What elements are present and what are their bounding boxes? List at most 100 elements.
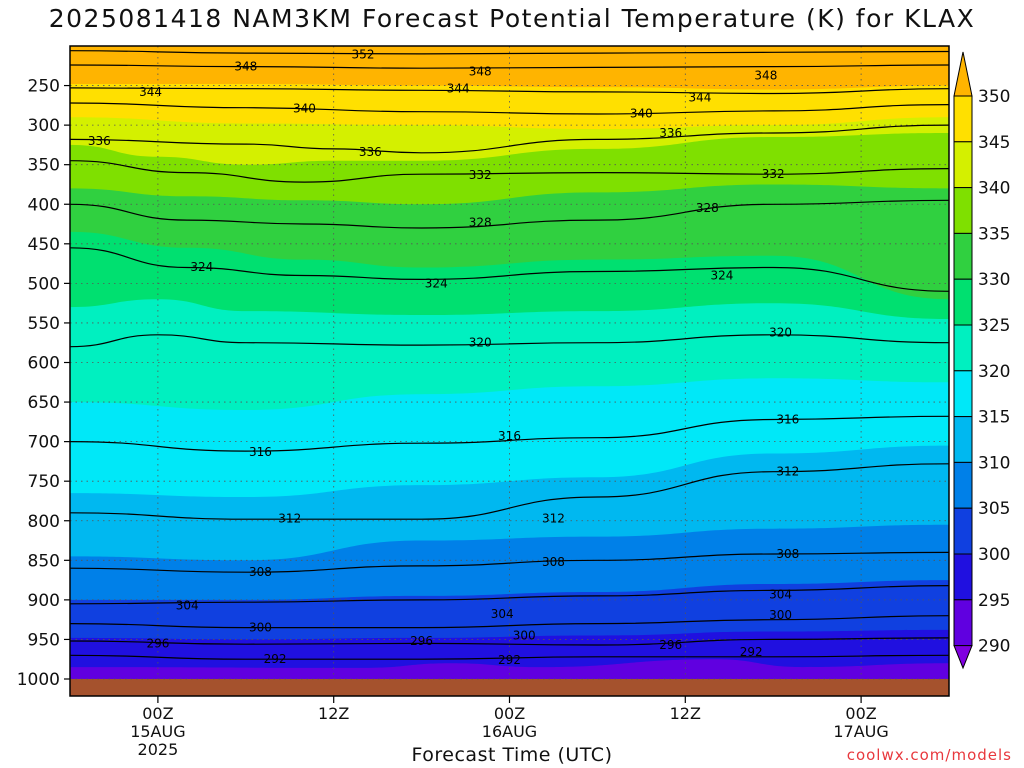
contour-label: 308	[249, 565, 272, 579]
y-tick-label: 450	[28, 235, 60, 255]
colorbar-label: 350	[978, 87, 1010, 107]
y-tick-label: 1000	[17, 670, 60, 690]
contour-label: 292	[740, 645, 763, 659]
colorbar-segment	[953, 95, 973, 143]
contour-label: 340	[293, 102, 316, 116]
contour-312	[70, 463, 949, 520]
colorbar-segment	[953, 507, 973, 555]
chart-title: 2025081418 NAM3KM Forecast Potential Tem…	[48, 4, 976, 33]
contour-label: 316	[249, 445, 272, 459]
y-tick-label: 700	[28, 433, 60, 453]
contour-label: 344	[139, 85, 162, 99]
contour-label: 336	[88, 134, 111, 148]
colorbar-label: 290	[978, 637, 1010, 657]
colorbar-segment	[953, 278, 973, 326]
band-290	[70, 659, 949, 679]
y-tick-label: 350	[28, 156, 60, 176]
y-tick-label: 250	[28, 77, 60, 97]
x-tick-label: 00Z	[845, 704, 876, 723]
contour-label: 316	[498, 429, 521, 443]
colorbar-label: 320	[978, 362, 1010, 382]
x-tick-label: 15AUG	[130, 722, 185, 741]
contour-label: 344	[688, 90, 711, 104]
colorbar-segment	[953, 232, 973, 280]
contour-label: 324	[710, 268, 733, 282]
colorbar-label: 295	[978, 591, 1010, 611]
x-tick-label: 00Z	[142, 704, 173, 723]
contour-label: 308	[542, 555, 565, 569]
colorbar-segment	[953, 324, 973, 372]
contour-label: 348	[754, 68, 777, 82]
contour-320	[70, 334, 949, 348]
contour-label: 312	[278, 511, 301, 525]
y-tick-label: 900	[28, 591, 60, 611]
y-tick-label: 600	[28, 354, 60, 374]
contour-340	[70, 102, 949, 115]
contour-336	[70, 124, 949, 154]
y-tick-label: 850	[28, 551, 60, 571]
contour-label: 324	[425, 276, 448, 290]
contour-labels: 352 348 348 348 344 344 344 340 340 336 336 336 332 3…	[88, 48, 799, 667]
x-tick-label: 12Z	[318, 704, 349, 723]
contour-label: 292	[498, 653, 521, 667]
contour-label: 296	[659, 638, 682, 652]
colorbar-label: 310	[978, 453, 1010, 473]
contour-label: 304	[491, 607, 514, 621]
y-tick-label: 300	[28, 116, 60, 136]
y-tick-label: 500	[28, 274, 60, 294]
terrain-rect	[70, 679, 949, 696]
terrain-bar	[70, 679, 949, 696]
contour-348	[70, 64, 949, 69]
y-tick-label: 950	[28, 630, 60, 650]
colorbar-segment	[953, 370, 973, 418]
x-tick-label: 17AUG	[833, 722, 888, 741]
contour-label: 320	[469, 336, 492, 350]
contour-lines	[70, 50, 949, 660]
colorbar-segment	[953, 187, 973, 234]
colorbar-segment	[953, 141, 973, 189]
contour-label: 336	[359, 145, 382, 159]
credit-text: coolwx.com/models	[846, 746, 1012, 764]
contour-label: 332	[762, 167, 785, 181]
contour-label: 300	[249, 621, 272, 635]
colorbar-label: 315	[978, 408, 1010, 428]
contour-292	[70, 654, 949, 660]
colorbar-label: 340	[978, 179, 1010, 199]
x-tick-label: 2025	[138, 740, 179, 759]
contour-328	[70, 199, 949, 229]
colorbar-label: 330	[978, 270, 1010, 290]
x-tick-label: 12Z	[670, 704, 701, 723]
y-tick-label: 400	[28, 195, 60, 215]
x-tick-label: 16AUG	[482, 722, 537, 741]
contour-label: 312	[542, 511, 565, 525]
colorbar-label: 345	[978, 133, 1010, 153]
contour-304	[70, 585, 949, 605]
contour-label: 308	[776, 547, 799, 561]
contour-label: 352	[352, 48, 375, 62]
contour-296	[70, 637, 949, 646]
colorbar-segment	[953, 599, 973, 647]
contour-label: 300	[513, 628, 536, 642]
colorbar-segment	[953, 461, 973, 509]
contour-label: 320	[769, 325, 792, 339]
colorbar-segment	[953, 553, 973, 601]
contour-316	[70, 415, 949, 452]
contour-label: 300	[769, 608, 792, 622]
contour-label: 344	[447, 82, 470, 96]
contour-label: 328	[696, 201, 719, 215]
contour-label: 340	[630, 106, 653, 120]
colorbar-label: 335	[978, 224, 1010, 244]
contour-332	[70, 160, 949, 183]
colorbar-label: 325	[978, 316, 1010, 336]
contour-label: 296	[146, 636, 169, 650]
contour-label: 328	[469, 215, 492, 229]
colorbar: 350 345 340 335 330 325 320 315 310 305 300 295 290	[953, 51, 1010, 670]
y-tick-label: 650	[28, 393, 60, 413]
contour-344	[70, 87, 949, 95]
contour-324	[70, 247, 949, 292]
y-tick-label: 750	[28, 472, 60, 492]
contour-label: 312	[776, 465, 799, 479]
x-axis-label: Forecast Time (UTC)	[411, 744, 613, 766]
